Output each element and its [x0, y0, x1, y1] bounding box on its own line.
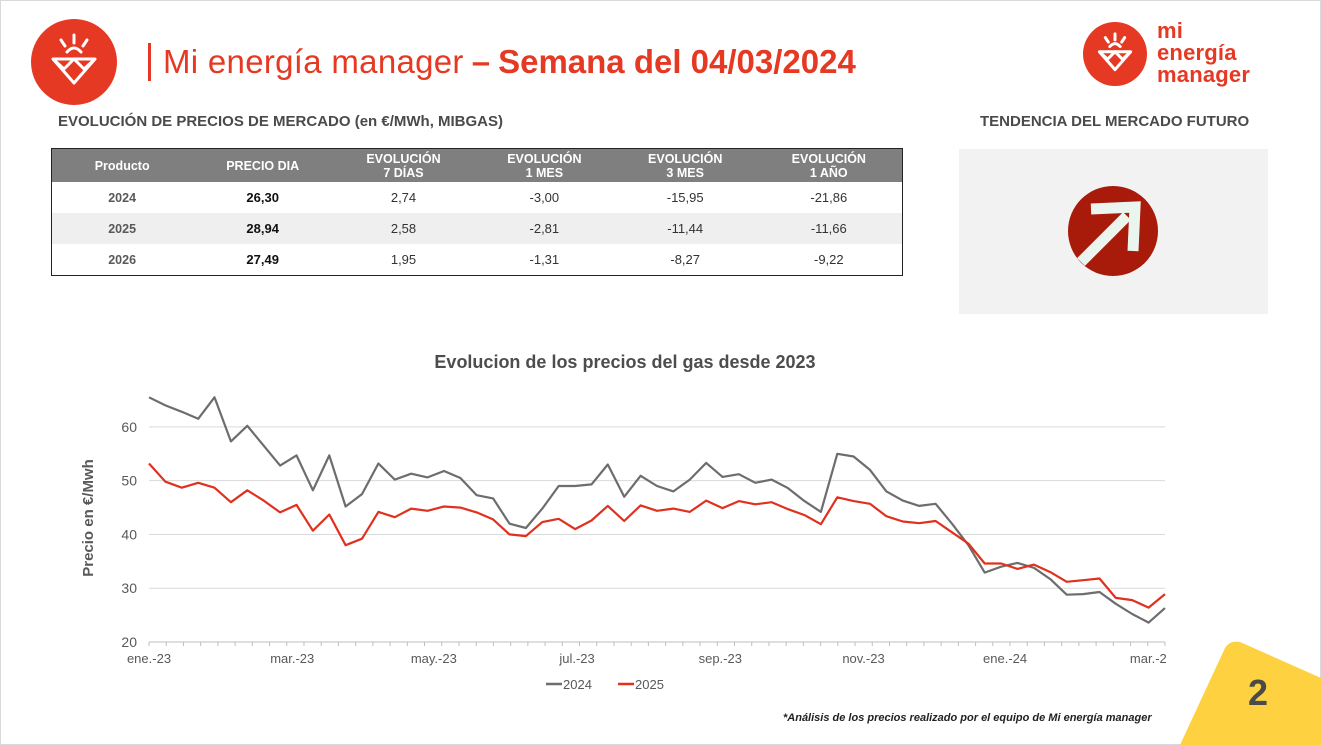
- y-axis-label: Precio en €/Mwh: [80, 459, 97, 577]
- cell-7-days: 1,95: [390, 252, 417, 267]
- title-brand: Mi energía manager: [163, 43, 464, 80]
- arrow-up-right-icon: [1068, 186, 1158, 276]
- chart-series: [148, 396, 1166, 624]
- header-line: EVOLUCIÓN: [648, 151, 723, 166]
- brand-line: mi: [1157, 18, 1184, 43]
- cell-day-price: 28,94: [192, 213, 334, 244]
- x-tick-label: sep.-23: [699, 651, 742, 666]
- chart-grid: [149, 426, 1165, 589]
- cell-1-year: -21,86: [810, 190, 848, 205]
- brand-line: energía: [1157, 40, 1237, 65]
- cell-3-months: -11,44: [614, 213, 756, 244]
- cell-3-months: -8,27: [670, 252, 700, 267]
- header-3-months: EVOLUCIÓN 3 MES: [614, 148, 756, 182]
- future-trend-heading: TENDENCIA DEL MERCADO FUTURO: [980, 113, 1250, 130]
- gas-price-chart: 20 30 40 50 60 ene.-23 mar.-23 may.-23 jul.-23 se…: [80, 396, 1167, 692]
- chart-axes: 20 30 40 50 60 ene.-23 mar.-23 may.-23 jul.-23 se…: [121, 419, 1166, 666]
- header-product: Producto: [51, 148, 193, 182]
- y-tick-label: 20: [121, 634, 137, 650]
- header-line: Producto: [94, 158, 150, 173]
- series-line-2024: [148, 396, 1166, 624]
- footnote: *Análisis de los precios realizado por e…: [783, 712, 1152, 724]
- cell-3-months: -15,95: [666, 190, 704, 205]
- cell-1-year: -9,22: [813, 252, 844, 267]
- chart-title: Evolucion de los precios del gas desde 2…: [434, 352, 816, 372]
- cell-7-days: 2,74: [390, 190, 417, 205]
- header-1-month: EVOLUCIÓN 1 MES: [473, 148, 615, 182]
- y-tick-label: 60: [121, 419, 137, 435]
- header-line: 3 MES: [666, 165, 704, 180]
- cell-7-days: 2,58: [333, 213, 474, 244]
- cell-1-month: -2,81: [473, 213, 615, 244]
- future-trend-panel: [959, 149, 1268, 314]
- cell-product: 2024: [108, 190, 137, 205]
- y-tick-label: 40: [121, 526, 137, 542]
- y-tick-label: 30: [121, 580, 137, 596]
- header-line: EVOLUCIÓN: [366, 151, 441, 166]
- header-line: 1 AÑO: [809, 165, 848, 180]
- header-1-year: EVOLUCIÓN 1 AÑO: [755, 148, 903, 182]
- legend-label: 2024: [563, 677, 592, 692]
- cell-day-price: 27,49: [246, 252, 279, 267]
- table-row: 2025 28,94 2,58 -2,81 -11,44 -11,66: [51, 213, 903, 244]
- cell-1-month: -3,00: [529, 190, 560, 205]
- brand-wordmark: mi energía manager: [1157, 20, 1250, 86]
- cell-1-year: -11,66: [755, 213, 903, 244]
- cell-product: 2025: [51, 213, 193, 244]
- x-tick-label: nov.-23: [842, 651, 884, 666]
- page-number: 2: [1248, 672, 1269, 713]
- corner-decoration: [1180, 641, 1321, 745]
- x-tick-label: jul.-23: [558, 651, 594, 666]
- series-line-2025: [148, 462, 1166, 609]
- legend-label: 2025: [635, 677, 664, 692]
- header-line: EVOLUCIÓN: [791, 151, 866, 166]
- header-line: 1 MES: [525, 165, 564, 180]
- logo-emblem-icon: [51, 33, 97, 85]
- table-header-row: Producto PRECIO DIA EVOLUCIÓN 7 DÍAS EVOL…: [51, 148, 903, 182]
- x-tick-label: mar.-23: [270, 651, 314, 666]
- x-tick-label: mar.-2: [1130, 651, 1167, 666]
- market-prices-table: Producto PRECIO DIA EVOLUCIÓN 7 DÍAS EVOL…: [51, 148, 903, 276]
- cell-product: 2026: [108, 252, 137, 267]
- title-dash: –: [471, 43, 491, 80]
- market-prices-heading: EVOLUCIÓN DE PRECIOS DE MERCADO (en €/MW…: [58, 113, 504, 130]
- header-line: EVOLUCIÓN: [507, 151, 582, 166]
- company-logo: [31, 19, 117, 105]
- header-line: PRECIO DIA: [226, 158, 300, 173]
- brand-line: manager: [1157, 62, 1251, 87]
- title-week: Semana del 04/03/2024: [498, 43, 856, 80]
- header-7-days: EVOLUCIÓN 7 DÍAS: [333, 148, 474, 182]
- brand-emblem: [1083, 22, 1147, 86]
- cell-1-month: -1,31: [529, 252, 560, 267]
- table-row: 2024 26,30 2,74 -3,00 -15,95 -21,86: [52, 182, 903, 213]
- brand-logo: mi energía manager: [1083, 20, 1283, 92]
- brand-emblem-icon: [1097, 32, 1133, 72]
- cell-day-price: 26,30: [246, 190, 279, 205]
- chart-legend: 2024 2025: [546, 677, 664, 692]
- header-day-price: PRECIO DIA: [192, 148, 334, 182]
- x-tick-label: ene.-23: [127, 651, 171, 666]
- x-tick-label: ene.-24: [983, 651, 1027, 666]
- header-line: 7 DÍAS: [383, 165, 424, 180]
- title-divider: [148, 43, 151, 81]
- page-title: Mi energía manager – Semana del 04/03/20…: [148, 40, 856, 84]
- table-row: 2026 27,49 1,95 -1,31 -8,27 -9,22: [52, 244, 903, 276]
- x-tick-label: may.-23: [411, 651, 457, 666]
- y-tick-label: 50: [121, 473, 137, 489]
